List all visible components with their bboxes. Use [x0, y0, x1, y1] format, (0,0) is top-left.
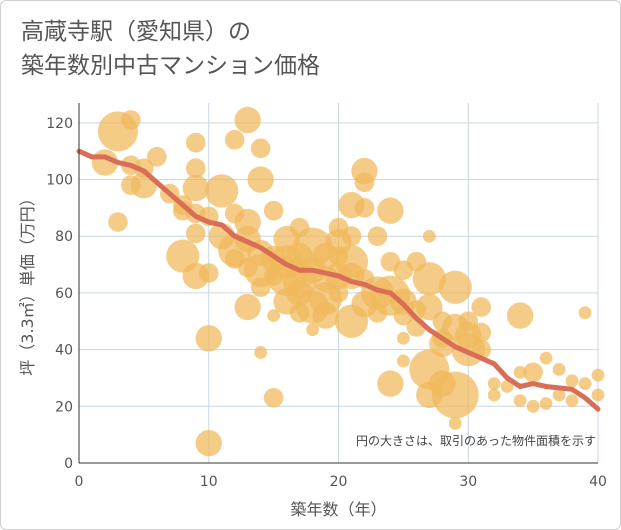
bubble-point: [416, 293, 443, 321]
chart-title: 高蔵寺駅（愛知県）の 築年数別中古マンション価格: [21, 15, 320, 83]
y-tick-label: 60: [55, 286, 73, 302]
bubble-point: [412, 262, 446, 296]
bubble-point: [250, 138, 271, 159]
x-tick-label: 10: [200, 474, 218, 490]
chart-title-line-2: 築年数別中古マンション価格: [21, 53, 320, 79]
bubble-point: [591, 388, 605, 402]
bubble-point: [147, 147, 167, 167]
bubble-point: [591, 368, 605, 382]
grid-lines: [79, 103, 599, 463]
bubble-point: [513, 365, 527, 379]
axes: 0 10 20 30 40 0 20 40 60 80 100 120: [46, 103, 607, 490]
size-annotation: 円の大きさは、取引のあった物件面積を示す: [356, 433, 596, 448]
bubble-point: [267, 309, 281, 322]
bubble-point: [224, 130, 245, 150]
y-tick-label: 100: [46, 173, 73, 189]
bubble-point: [185, 223, 206, 244]
x-tick-label: 40: [589, 474, 607, 490]
bubble-point: [523, 362, 543, 383]
bubble-point: [500, 380, 514, 393]
y-tick-label: 40: [55, 343, 73, 359]
bubble-point: [328, 283, 349, 303]
x-tick-label: 0: [75, 474, 84, 490]
bubble-point: [254, 346, 268, 359]
y-tick-label: 20: [55, 399, 73, 415]
trend-line: [76, 148, 601, 412]
bubble-point: [539, 397, 553, 410]
bubble-point: [377, 197, 404, 224]
bubble-point: [578, 377, 592, 391]
x-axis-title: 築年数（年）: [290, 500, 386, 519]
bubble-point: [185, 158, 206, 178]
bubble-point: [341, 226, 362, 247]
y-tick-label: 0: [64, 456, 73, 472]
bubble-point: [448, 416, 462, 430]
bubble-point: [312, 302, 339, 329]
y-tick-label: 120: [46, 116, 73, 132]
bubble-point: [121, 110, 141, 130]
chart-title-line-1: 高蔵寺駅（愛知県）の: [21, 19, 251, 45]
bubble-point: [438, 270, 472, 304]
bubble-point: [367, 226, 388, 247]
bubble-point: [552, 363, 566, 376]
bubble-point: [182, 174, 209, 202]
bubble-point: [506, 302, 534, 329]
bubble-point: [234, 106, 261, 134]
bubble-point: [263, 388, 284, 408]
bubble-point: [108, 212, 128, 232]
bubble-point: [552, 388, 566, 402]
trend-layer: [76, 148, 601, 412]
bubble-point: [565, 394, 579, 408]
bubble-point: [205, 174, 239, 208]
bubble-point: [234, 293, 261, 321]
x-tick-label: 20: [330, 474, 348, 490]
x-tick-label: 30: [459, 474, 477, 490]
bubble-point: [354, 172, 375, 193]
bubble-point: [565, 374, 579, 388]
bubble-point: [471, 322, 492, 343]
bubble-point: [247, 166, 274, 193]
bubble-point: [396, 331, 410, 345]
bubble-point: [195, 429, 222, 457]
bubble-point: [198, 263, 219, 283]
bubble-point: [487, 377, 501, 391]
bubble-point: [422, 229, 436, 243]
y-axis-title: 坪（3.3㎡）単価（万円）: [18, 190, 37, 375]
bubble-point: [195, 325, 222, 352]
bubble-point: [578, 306, 592, 320]
bubble-point: [306, 323, 319, 337]
bubble-point: [471, 297, 492, 317]
bubble-point: [263, 200, 284, 221]
bubble-point: [526, 399, 540, 413]
bubble-point: [377, 370, 404, 397]
bubble-point: [513, 394, 527, 408]
bubble-point: [539, 351, 553, 365]
y-tick-label: 80: [55, 229, 73, 245]
bubble-point: [250, 277, 271, 298]
bubble-point: [431, 371, 479, 419]
bubble-point: [121, 175, 141, 196]
bubble-point: [185, 132, 206, 153]
bubble-point: [354, 198, 375, 218]
bubble-point: [396, 354, 410, 368]
bubble-point: [487, 388, 501, 402]
